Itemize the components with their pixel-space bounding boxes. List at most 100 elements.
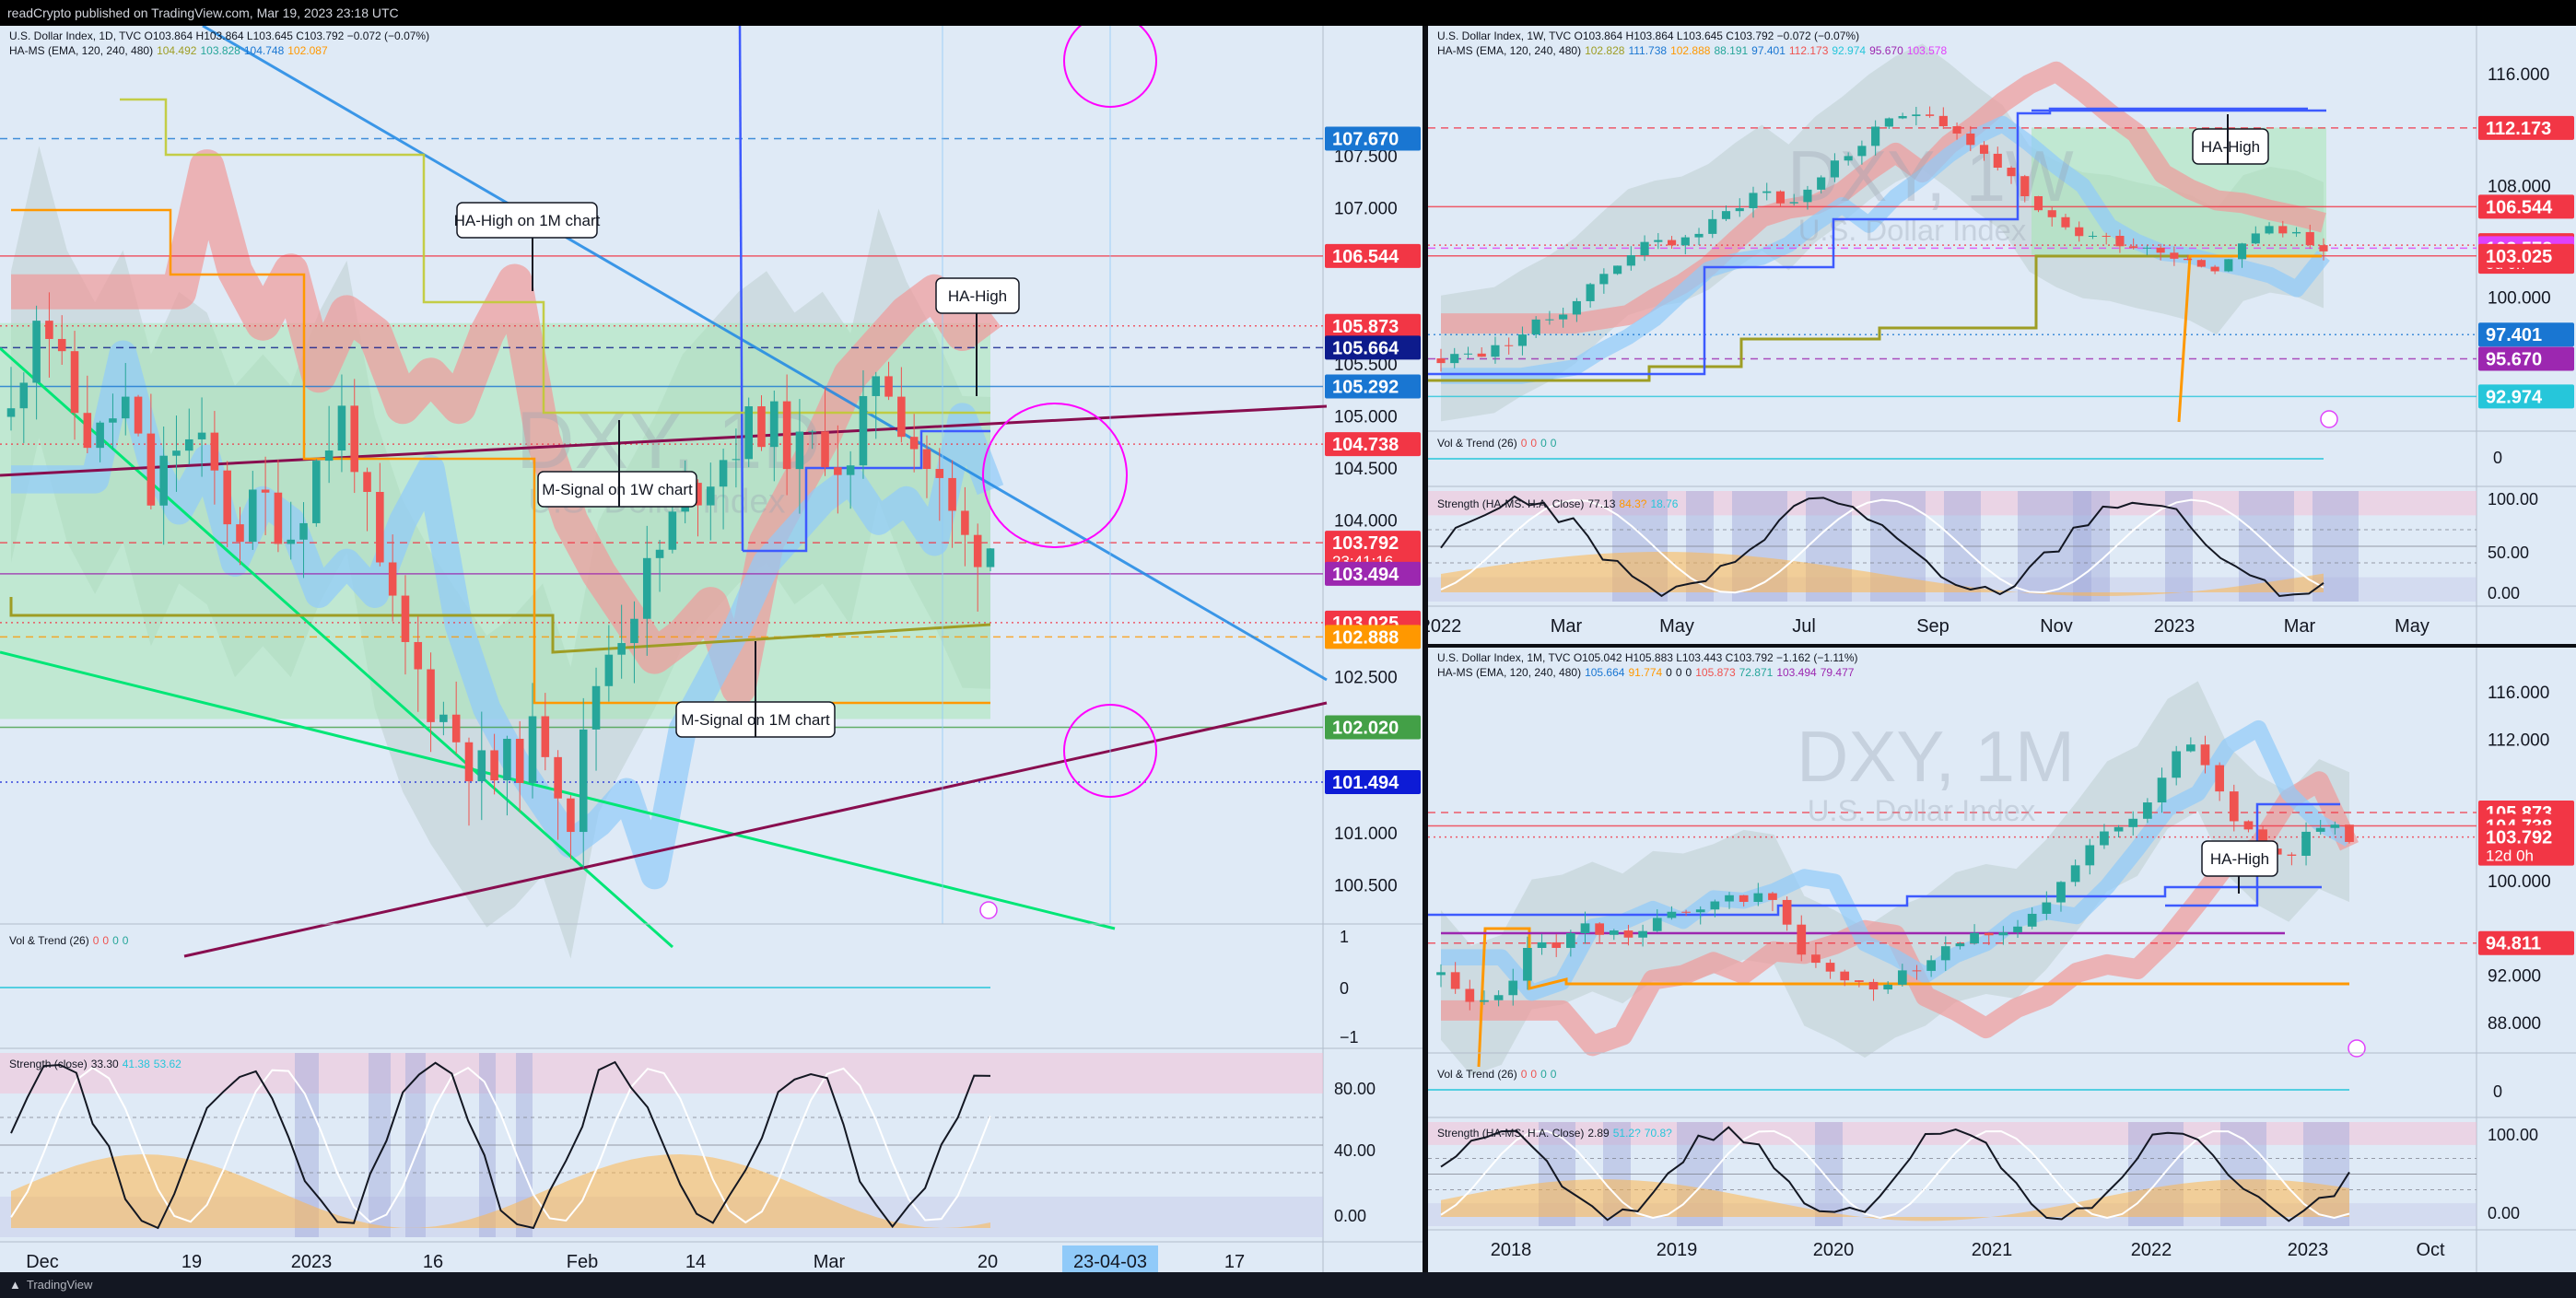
vol-tick-label: 1 [1340, 928, 1349, 946]
candle-body [2033, 195, 2043, 211]
weekly-hams-legend: HA-MS (EMA, 120, 240, 480) 102.828 111.738… [1437, 44, 1948, 57]
candle-body [1739, 895, 1749, 902]
price-tick-label: 104.500 [1334, 460, 1398, 479]
candle-body [579, 729, 588, 833]
price-tick-label: 116.000 [2488, 65, 2549, 85]
candle-body [1667, 911, 1677, 918]
price-label-tag [1325, 313, 1421, 338]
chart-watermark-symbol: DXY, 1W [1787, 135, 2074, 216]
annotation-ha-high-box [935, 277, 1020, 314]
candle-body [2172, 751, 2182, 778]
time-tick-label: May [2395, 616, 2430, 637]
candle-body [782, 401, 791, 470]
candle-body [808, 431, 817, 433]
candle-body [1465, 988, 1475, 1002]
candle-body [2210, 266, 2219, 272]
candle-body [2100, 831, 2109, 846]
time-tick-label: 2018 [1491, 1240, 1532, 1260]
candle-body [2251, 233, 2260, 244]
candle-body [2143, 802, 2152, 819]
candle-body [287, 539, 295, 544]
time-tick-label: 16 [423, 1252, 443, 1272]
candle-body [19, 382, 29, 409]
candle-body [567, 798, 575, 833]
weekly-chart-panel[interactable]: DXY, 1W U.S. Dollar Index HA-High 116.000 10… [1428, 26, 2576, 644]
vol-tick-label: 0 [2493, 449, 2502, 467]
candle-body [172, 450, 181, 456]
candle-body [2330, 824, 2340, 828]
candle-body [1710, 901, 1720, 910]
candle-body [261, 489, 270, 493]
candle-body [2345, 824, 2354, 842]
strength-area [1441, 552, 2324, 596]
candle-body [707, 486, 715, 506]
tradingview-logo-icon: ▲ [9, 1278, 21, 1292]
candle-body [2007, 168, 2016, 177]
candle-body [376, 491, 384, 563]
monthly-vol-legend: Vol & Trend (26) 0 0 0 0 [1437, 1068, 1557, 1081]
tradingview-footer: ▲ TradingView [0, 1272, 2576, 1298]
time-tick-label: 14 [685, 1252, 706, 1272]
price-tick-label: 105.500 [1334, 356, 1398, 375]
candle-body [1623, 930, 1633, 938]
resistance-line-maroon [0, 404, 1328, 477]
candle-body [274, 492, 283, 544]
candle-body [732, 459, 741, 461]
candle-body [1721, 211, 1731, 219]
time-tick-label: 2020 [1813, 1240, 1855, 1260]
candle-body [604, 654, 614, 686]
price-label-tag [1325, 561, 1421, 586]
publish-header: readCrypto published on TradingView.com,… [0, 0, 2576, 26]
candle-body [1797, 924, 1807, 955]
candle-body [1667, 240, 1677, 246]
candle-body [2301, 831, 2311, 856]
candle-body [795, 431, 804, 470]
candle-body [2027, 913, 2037, 927]
candle-body [121, 396, 130, 419]
annotation-ha-high-1m-text: HA-High on 1M chart [454, 212, 601, 229]
candle-body [1654, 240, 1663, 242]
strength-tick-label: 100.00 [2488, 1126, 2538, 1144]
monthly-chart-canvas[interactable]: DXY, 1MU.S. Dollar Index HA-High 116.000 11… [1428, 648, 2576, 1272]
candle-body [184, 439, 193, 451]
weekly-candles [1436, 106, 2328, 372]
annotation-ha-high-box [2201, 840, 2278, 877]
candle-body [935, 469, 944, 478]
candle-body [1735, 207, 1744, 212]
candle-body [744, 406, 753, 460]
candle-body [1545, 319, 1554, 321]
price-tick-label: 116.000 [2488, 684, 2549, 703]
daily-vol-legend: Vol & Trend (26) 0 0 0 0 [9, 934, 129, 947]
candle-body [630, 618, 638, 644]
time-tick-label: 19 [181, 1252, 202, 1272]
descending-trendline-blue [202, 26, 1328, 682]
time-tick-label: Mar [1551, 616, 1583, 637]
time-tick-label: 2022 [1428, 616, 1461, 637]
weekly-chart-canvas[interactable]: DXY, 1WU.S. Dollar IndexHA-High116.00010… [1428, 26, 2576, 644]
candle-body [1817, 177, 1826, 190]
price-label-tag [1325, 335, 1421, 360]
candle-body [1505, 345, 1514, 346]
monthly-hams-legend: HA-MS (EMA, 120, 240, 480) 105.664 91.774 0… [1437, 666, 1855, 679]
candle-body [490, 750, 498, 781]
candle-body [2196, 260, 2206, 267]
candle-body [2042, 902, 2052, 914]
orange-signal-line [1477, 927, 2349, 1068]
annotation-ha-high-text: HA-High [2210, 850, 2269, 868]
alert-icon [2348, 1039, 2366, 1058]
candle-body [1955, 943, 1965, 947]
price-label-countdown: 12d 0h [2486, 848, 2534, 865]
candle-body [1871, 126, 1880, 146]
candle-body [719, 460, 728, 487]
monthly-chart-panel[interactable]: DXY, 1M U.S. Dollar Index HA-High 116.000 11… [1428, 648, 2576, 1272]
strength-black-line [1440, 1126, 2350, 1222]
price-tick-label: 108.000 [2488, 177, 2551, 196]
candle-body [2157, 778, 2167, 803]
alert-icon [2320, 410, 2338, 428]
price-label-value: 107.670 [1332, 130, 1399, 150]
price-label-tag [2478, 243, 2574, 268]
candle-body [655, 549, 664, 558]
candle-body [2088, 235, 2098, 237]
